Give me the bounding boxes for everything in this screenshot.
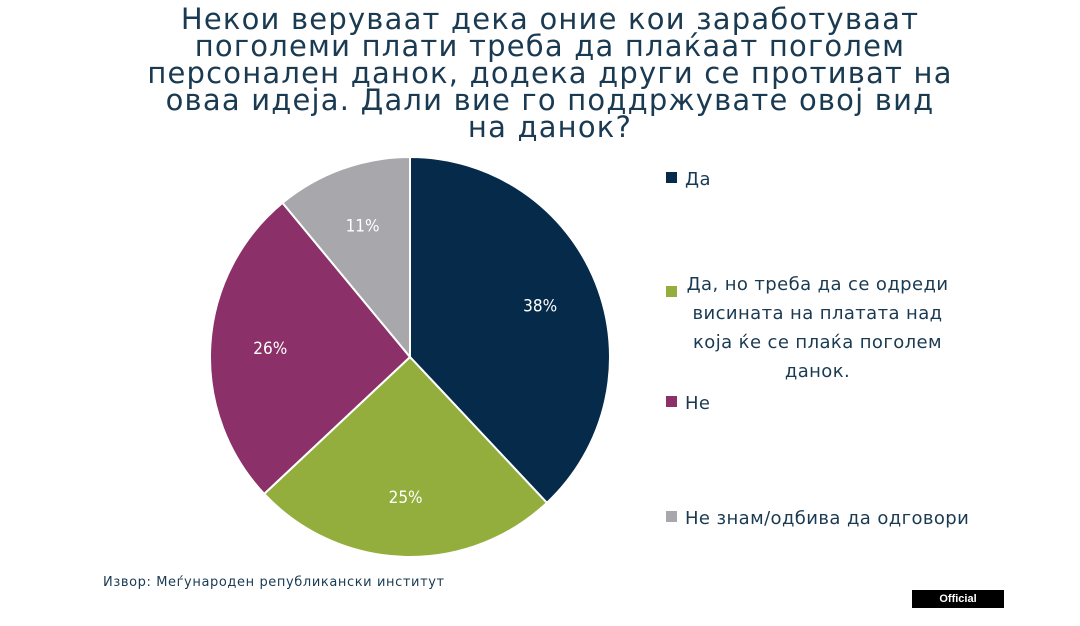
legend-item-da-no: Да, но треба да се одреди висината на пл… bbox=[666, 270, 950, 386]
pie-slice-ne bbox=[209, 201, 412, 496]
slice-label-da: 38% bbox=[523, 296, 557, 316]
legend-label-ne-znam: Не знам/одбива да одговори bbox=[685, 508, 970, 529]
legend-label-da: Да bbox=[685, 169, 711, 190]
legend-item-ne: Не bbox=[666, 389, 710, 418]
legend-swatch-da-no bbox=[666, 286, 677, 297]
legend-item-ne-znam: Не знам/одбива да одговори bbox=[666, 504, 969, 533]
slice-label-ne: 26% bbox=[253, 339, 287, 359]
legend-swatch-ne-znam bbox=[666, 511, 677, 522]
legend-label-ne: Не bbox=[685, 393, 711, 414]
chart-title: Некои веруваат дека оние кои заработуваа… bbox=[147, 2, 953, 144]
pie-slice-da-no bbox=[262, 355, 549, 558]
official-publication-badge: Official publication bbox=[912, 590, 1004, 623]
slice-label-ne-znam: 11% bbox=[346, 216, 380, 236]
legend-label-da-no: Да, но треба да се одреди висината на пл… bbox=[686, 274, 949, 382]
legend-swatch-ne bbox=[666, 396, 677, 407]
pie-chart: 38% 25% 26% 11% bbox=[209, 155, 611, 558]
source-note: Извор: Меѓународен републикански институ… bbox=[103, 575, 445, 590]
pie-slice-da bbox=[409, 155, 611, 505]
slice-label-da-no: 25% bbox=[389, 488, 423, 508]
legend-item-da: Да bbox=[666, 165, 711, 194]
pie-slice-ne-znam bbox=[281, 155, 411, 360]
legend-swatch-da bbox=[666, 172, 677, 183]
